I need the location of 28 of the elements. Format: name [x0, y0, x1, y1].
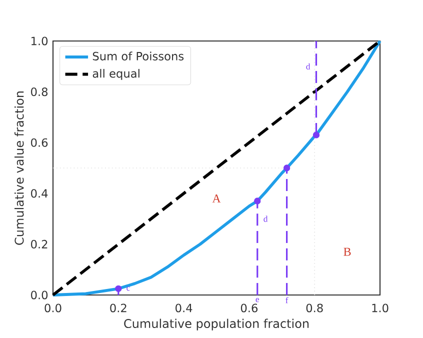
y-tick-label: 1.0 [32, 36, 48, 46]
annotation: c [126, 286, 130, 291]
x-tick-label: 0.8 [306, 304, 323, 312]
point [312, 132, 320, 138]
x-tick-label: 0.0 [44, 304, 62, 312]
x-tick-label: 0.6 [240, 304, 258, 312]
point [115, 285, 122, 292]
point [254, 198, 261, 204]
text: f [286, 297, 288, 304]
y-tick-label: 0.8 [31, 88, 48, 96]
y-tick-label: 0.6 [31, 138, 48, 147]
x-tick-label: 1.0 [372, 304, 388, 312]
x-axis-title: Cumulative population fraction [124, 318, 309, 330]
x-tick-label: 0.2 [110, 304, 126, 312]
legend-label: all equal [92, 68, 140, 80]
line-series [52, 40, 382, 296]
y-tick-label: 0.4 [31, 189, 48, 198]
legend-label: Sum of Poissons [92, 52, 184, 60]
y-tick-label: 0.2 [31, 240, 48, 248]
annotation: B [344, 248, 351, 256]
annotation: d [264, 216, 268, 222]
y-tick-label: 0.0 [31, 290, 48, 300]
point [283, 164, 290, 172]
y-axis-title: Cumulative value fraction [14, 92, 24, 245]
x-tick-label: 0.4 [176, 304, 192, 312]
annotation: d [306, 63, 310, 70]
annotation: A [212, 194, 221, 202]
text: e [256, 298, 259, 302]
